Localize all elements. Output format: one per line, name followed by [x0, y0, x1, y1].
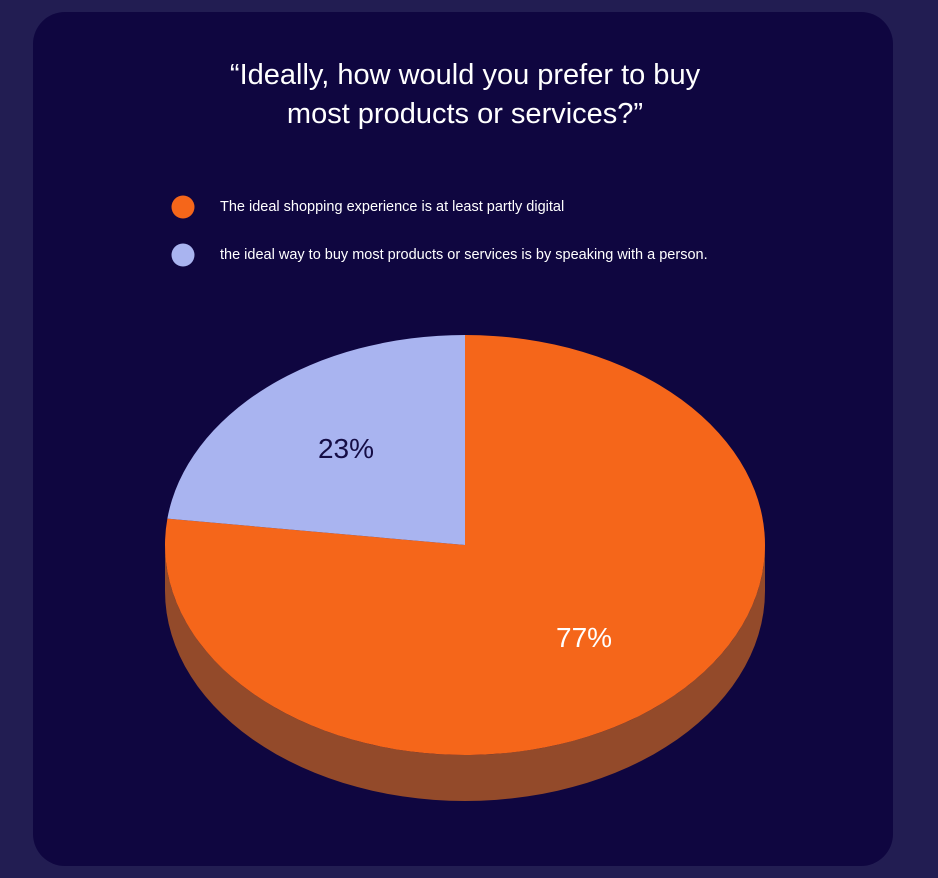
slice — [164, 335, 765, 756]
legend-swatch — [171, 243, 195, 267]
data-label: 23% — [318, 433, 374, 464]
legend-label: the ideal way to buy most products or se… — [220, 247, 708, 263]
slice — [167, 335, 465, 545]
data-label: 77% — [556, 622, 612, 653]
legend-label: The ideal shopping experience is at leas… — [220, 199, 564, 215]
slice-side — [165, 545, 765, 801]
chart-title: “Ideally, how would you prefer to buy mo… — [229, 59, 701, 130]
legend-swatch — [171, 195, 195, 219]
